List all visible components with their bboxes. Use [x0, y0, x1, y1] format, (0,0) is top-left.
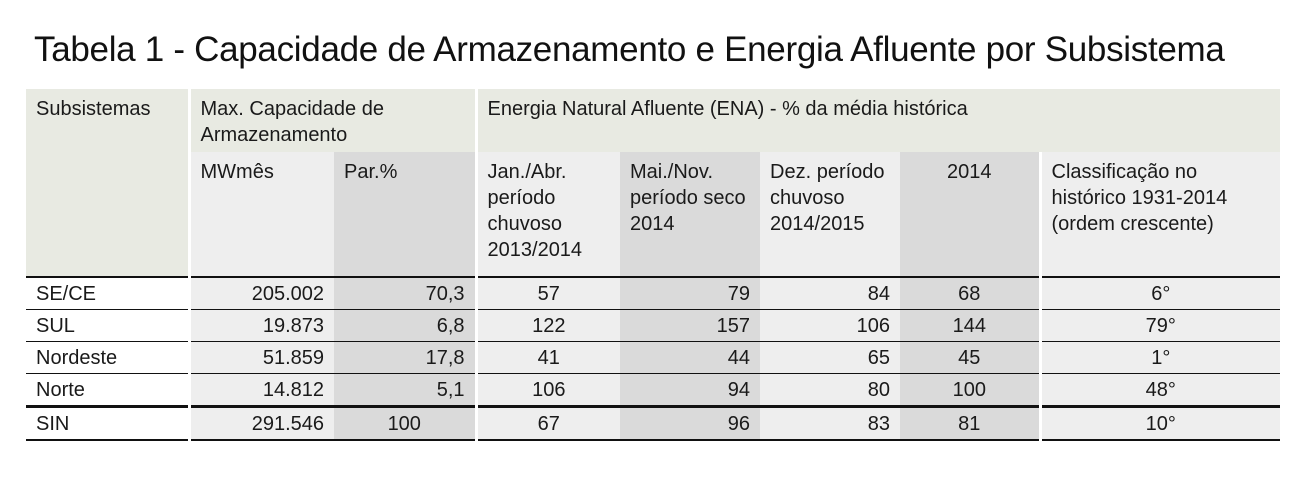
header-par: Par.% [334, 152, 477, 278]
cell-dez: 65 [760, 341, 901, 374]
header-dez: Dez. período chuvoso 2014/2015 [760, 152, 901, 278]
table-row: SE/CE 205.002 70,3 57 79 84 68 6° [26, 277, 1281, 310]
cell-2014: 81 [900, 405, 1041, 441]
cell-subsistema: SIN [26, 405, 189, 441]
cell-subsistema: Norte [26, 373, 189, 407]
header-classificacao: Classificação no histórico 1931-2014 (or… [1038, 152, 1281, 278]
cell-mai-nov: 94 [620, 373, 761, 407]
cell-classificacao: 10° [1038, 405, 1281, 441]
cell-2014: 45 [900, 341, 1041, 374]
header-2014: 2014 [900, 152, 1041, 278]
cell-mai-nov: 44 [620, 341, 761, 374]
cell-2014: 100 [900, 373, 1041, 407]
cell-dez: 106 [760, 309, 901, 342]
cell-mwmes: 51.859 [187, 341, 334, 374]
cell-classificacao: 1° [1038, 341, 1281, 374]
cell-par: 17,8 [334, 341, 477, 374]
cell-subsistema: SE/CE [26, 277, 189, 310]
header-mwmes: MWmês [187, 152, 334, 278]
cell-jan-abr: 57 [474, 277, 621, 310]
cell-mai-nov: 79 [620, 277, 761, 310]
cell-2014: 144 [900, 309, 1041, 342]
cell-jan-abr: 41 [474, 341, 621, 374]
cell-mwmes: 19.873 [187, 309, 334, 342]
cell-par: 6,8 [334, 309, 477, 342]
cell-classificacao: 6° [1038, 277, 1281, 310]
cell-dez: 83 [760, 405, 901, 441]
data-table: Subsistemas Max. Capacidade de Armazenam… [26, 89, 1281, 441]
cell-mwmes: 291.546 [187, 405, 334, 441]
cell-dez: 84 [760, 277, 901, 310]
cell-classificacao: 48° [1038, 373, 1281, 407]
cell-subsistema: Nordeste [26, 341, 189, 374]
cell-jan-abr: 106 [474, 373, 621, 407]
cell-classificacao: 79° [1038, 309, 1281, 342]
header-subsistemas: Subsistemas [26, 89, 189, 278]
table-row-total: SIN 291.546 100 67 96 83 81 10° [26, 405, 1281, 441]
header-max-capacidade: Max. Capacidade de Armazenamento [187, 89, 477, 152]
cell-par: 5,1 [334, 373, 477, 407]
cell-par: 70,3 [334, 277, 477, 310]
cell-mwmes: 14.812 [187, 373, 334, 407]
cell-mai-nov: 157 [620, 309, 761, 342]
header-ena: Energia Natural Afluente (ENA) - % da mé… [474, 89, 1281, 152]
cell-jan-abr: 67 [474, 405, 621, 441]
cell-mwmes: 205.002 [187, 277, 334, 310]
cell-mai-nov: 96 [620, 405, 761, 441]
cell-dez: 80 [760, 373, 901, 407]
cell-jan-abr: 122 [474, 309, 621, 342]
cell-subsistema: SUL [26, 309, 189, 342]
cell-2014: 68 [900, 277, 1041, 310]
table-row: Norte 14.812 5,1 106 94 80 100 48° [26, 373, 1281, 407]
page-title: Tabela 1 - Capacidade de Armazenamento e… [34, 30, 1225, 69]
header-mai-nov: Mai./Nov. período seco 2014 [620, 152, 761, 278]
cell-par: 100 [334, 405, 477, 441]
table-row: SUL 19.873 6,8 122 157 106 144 79° [26, 309, 1281, 342]
header-jan-abr: Jan./Abr. período chuvoso 2013/2014 [474, 152, 621, 278]
table-row: Nordeste 51.859 17,8 41 44 65 45 1° [26, 341, 1281, 374]
